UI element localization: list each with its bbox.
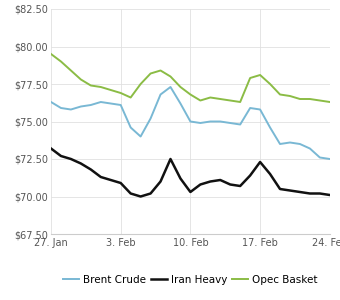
Brent Crude <box>59 106 63 110</box>
Brent Crude <box>248 106 252 110</box>
Opec Basket <box>99 85 103 89</box>
Iran Heavy <box>298 190 302 194</box>
Brent Crude <box>69 108 73 111</box>
Iran Heavy <box>258 160 262 164</box>
Opec Basket <box>69 69 73 72</box>
Iran Heavy <box>89 168 93 171</box>
Iran Heavy <box>99 175 103 179</box>
Opec Basket <box>59 60 63 63</box>
Brent Crude <box>208 120 212 123</box>
Opec Basket <box>218 97 222 101</box>
Opec Basket <box>288 94 292 98</box>
Brent Crude <box>168 85 172 89</box>
Opec Basket <box>308 97 312 101</box>
Brent Crude <box>89 103 93 107</box>
Opec Basket <box>238 100 242 104</box>
Opec Basket <box>268 82 272 86</box>
Iran Heavy <box>168 157 172 161</box>
Brent Crude <box>158 93 163 96</box>
Opec Basket <box>139 82 143 86</box>
Line: Brent Crude: Brent Crude <box>51 87 330 159</box>
Opec Basket <box>149 72 153 75</box>
Opec Basket <box>198 99 202 102</box>
Iran Heavy <box>59 154 63 158</box>
Iran Heavy <box>218 178 222 182</box>
Opec Basket <box>208 96 212 99</box>
Opec Basket <box>119 91 123 95</box>
Brent Crude <box>328 157 332 161</box>
Iran Heavy <box>248 174 252 177</box>
Iran Heavy <box>328 193 332 197</box>
Opec Basket <box>168 75 172 78</box>
Iran Heavy <box>208 180 212 183</box>
Brent Crude <box>298 142 302 146</box>
Opec Basket <box>178 85 183 89</box>
Brent Crude <box>308 147 312 150</box>
Iran Heavy <box>139 195 143 198</box>
Iran Heavy <box>288 189 292 192</box>
Opec Basket <box>49 52 53 56</box>
Brent Crude <box>188 120 192 123</box>
Brent Crude <box>258 108 262 111</box>
Brent Crude <box>288 141 292 144</box>
Line: Iran Heavy: Iran Heavy <box>51 148 330 196</box>
Brent Crude <box>139 135 143 138</box>
Iran Heavy <box>268 172 272 176</box>
Brent Crude <box>318 156 322 159</box>
Iran Heavy <box>158 180 163 183</box>
Brent Crude <box>228 121 232 125</box>
Line: Opec Basket: Opec Basket <box>51 54 330 102</box>
Brent Crude <box>99 100 103 104</box>
Brent Crude <box>79 105 83 108</box>
Iran Heavy <box>308 192 312 195</box>
Iran Heavy <box>109 178 113 182</box>
Opec Basket <box>328 100 332 104</box>
Iran Heavy <box>149 192 153 195</box>
Brent Crude <box>178 102 183 105</box>
Opec Basket <box>158 69 163 72</box>
Brent Crude <box>198 121 202 125</box>
Opec Basket <box>188 93 192 96</box>
Brent Crude <box>218 120 222 123</box>
Brent Crude <box>119 103 123 107</box>
Brent Crude <box>109 102 113 105</box>
Brent Crude <box>268 126 272 129</box>
Opec Basket <box>258 73 262 77</box>
Iran Heavy <box>129 192 133 195</box>
Iran Heavy <box>198 183 202 186</box>
Opec Basket <box>89 84 93 87</box>
Opec Basket <box>298 97 302 101</box>
Opec Basket <box>278 93 282 96</box>
Opec Basket <box>318 99 322 102</box>
Brent Crude <box>129 126 133 129</box>
Iran Heavy <box>178 177 183 180</box>
Brent Crude <box>149 117 153 120</box>
Iran Heavy <box>228 183 232 186</box>
Iran Heavy <box>278 187 282 191</box>
Opec Basket <box>79 78 83 81</box>
Opec Basket <box>228 99 232 102</box>
Opec Basket <box>248 76 252 80</box>
Iran Heavy <box>119 181 123 185</box>
Iran Heavy <box>238 184 242 188</box>
Brent Crude <box>238 123 242 126</box>
Brent Crude <box>278 142 282 146</box>
Opec Basket <box>109 88 113 92</box>
Brent Crude <box>49 100 53 104</box>
Iran Heavy <box>188 190 192 194</box>
Legend: Brent Crude, Iran Heavy, Opec Basket: Brent Crude, Iran Heavy, Opec Basket <box>59 271 322 289</box>
Opec Basket <box>129 96 133 99</box>
Iran Heavy <box>318 192 322 195</box>
Iran Heavy <box>69 157 73 161</box>
Iran Heavy <box>79 162 83 165</box>
Iran Heavy <box>49 147 53 150</box>
